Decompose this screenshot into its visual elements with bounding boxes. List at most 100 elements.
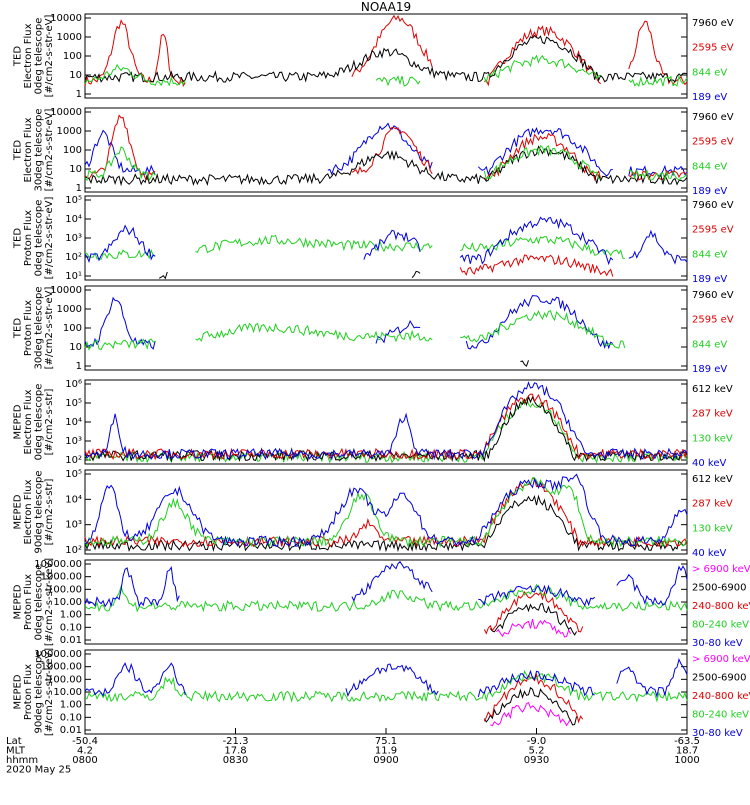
ylabel-line: MEPED bbox=[12, 674, 23, 709]
legend-entry: 7960 eV bbox=[692, 200, 734, 211]
legend-entry: > 6900 keV bbox=[692, 564, 750, 575]
ytick-label: 100 bbox=[63, 323, 82, 334]
ytick-label: 10000.00 bbox=[34, 649, 82, 660]
series-group bbox=[84, 560, 688, 638]
series-group bbox=[84, 658, 688, 727]
panel-3: 10¹ 10² 10³ 10⁴ 10⁵ TED Proton Flux 0deg telesc… bbox=[12, 195, 734, 285]
ylabel-line: 0deg telescope bbox=[33, 200, 44, 277]
legend-entry: 612 keV bbox=[692, 384, 733, 395]
xaxis-row-label: 2020 May 25 bbox=[6, 765, 71, 776]
xtick-lat: -21.3 bbox=[223, 736, 249, 747]
ylabel: TED Proton Flux 0deg telescope [#/cm2-s-str… bbox=[12, 197, 55, 280]
ytick-label: 1.00 bbox=[60, 700, 82, 711]
ylabel-line: TED bbox=[12, 318, 23, 339]
legend-entry: 2595 eV bbox=[692, 43, 734, 54]
ytick-label: 10³ bbox=[65, 233, 82, 244]
series-trace-blue bbox=[84, 560, 688, 608]
legend-entry: 2595 eV bbox=[692, 137, 734, 148]
ylabel-line: 90deg telescope bbox=[33, 650, 44, 733]
ylabel-line: [#/cm2-s-str] bbox=[44, 478, 55, 545]
legend-entry: 844 eV bbox=[692, 161, 727, 172]
ylabel-line: Electron Flux bbox=[23, 117, 34, 182]
ylabel: TED Electron Flux 30deg telescope [#/cm2-s-… bbox=[12, 108, 55, 191]
legend-entry: 2500-6900 bbox=[692, 583, 747, 594]
series-trace-green bbox=[84, 669, 688, 703]
xtick-mlt: 11.9 bbox=[375, 746, 397, 757]
panel-frame bbox=[84, 649, 688, 735]
ylabel-line: 0deg telescope bbox=[33, 564, 44, 641]
chart-title: NOAA19 bbox=[361, 0, 411, 14]
series-group bbox=[84, 216, 688, 280]
series-group bbox=[84, 114, 688, 187]
legend-entry: 7960 eV bbox=[692, 112, 734, 123]
series-trace-black bbox=[520, 360, 529, 367]
ytick-label: 10⁶ bbox=[65, 379, 82, 390]
series-group bbox=[84, 295, 626, 367]
ytick-label: 1000 bbox=[57, 304, 82, 315]
ytick-label: 0.01 bbox=[60, 725, 82, 736]
ylabel: MEPED Electron Flux 90deg telescope [#/cm2-… bbox=[12, 470, 55, 553]
panel-7: 0.010.101.0010.00100.001000.0010000.00ME… bbox=[12, 558, 750, 649]
ytick-label: 10² bbox=[65, 545, 82, 556]
ylabel-line: MEPED bbox=[12, 584, 23, 619]
ylabel-line: [#/cm2-s-str-keV] bbox=[44, 648, 55, 736]
legend-entry: 189 eV bbox=[692, 92, 727, 103]
series-trace-magenta bbox=[496, 618, 572, 638]
ylabel-line: [#/cm2-s-str] bbox=[44, 388, 55, 455]
ylabel-line: [#/cm2-s-str-eV] bbox=[44, 15, 55, 98]
series-trace-black bbox=[84, 145, 688, 187]
ytick-label: 1000.00 bbox=[41, 572, 82, 583]
xtick-mlt: 5.2 bbox=[529, 746, 545, 757]
ytick-label: 10⁴ bbox=[65, 417, 82, 428]
series-trace-green bbox=[84, 144, 688, 182]
legend-entry: 612 keV bbox=[692, 474, 733, 485]
panel-8: 0.010.101.0010.00100.001000.0010000.00ME… bbox=[12, 648, 750, 739]
series-trace-black bbox=[489, 602, 578, 636]
ylabel-line: Electron Flux bbox=[23, 389, 34, 454]
ylabel-line: 30deg telescope bbox=[33, 108, 44, 191]
legend-entry: 287 keV bbox=[692, 409, 733, 420]
ytick-label: 10000 bbox=[50, 285, 82, 296]
ytick-label: 10² bbox=[65, 252, 82, 263]
xtick-lat: 75.1 bbox=[375, 736, 397, 747]
ytick-label: 10000 bbox=[50, 13, 82, 24]
series-trace-blue bbox=[84, 473, 688, 547]
legend-entry: 287 keV bbox=[692, 499, 733, 510]
series-trace-red bbox=[84, 114, 688, 182]
legend-entry: 40 keV bbox=[692, 458, 726, 469]
ytick-label: 100 bbox=[63, 51, 82, 62]
ytick-label: 0.10 bbox=[60, 622, 82, 633]
ylabel-line: [#/cm2-s-str-eV] bbox=[44, 287, 55, 370]
ylabel-line: 90deg telescope bbox=[33, 470, 44, 553]
ylabel-line: Electron Flux bbox=[23, 23, 34, 88]
xtick-hhmm: 0800 bbox=[72, 755, 97, 766]
ytick-label: 0.10 bbox=[60, 712, 82, 723]
legend-entry: 40 keV bbox=[692, 548, 726, 559]
series-trace-blue bbox=[84, 216, 688, 266]
ytick-label: 10⁵ bbox=[65, 195, 82, 206]
series-group bbox=[84, 14, 688, 88]
ylabel: MEPED Electron Flux 0deg telescope [#/cm2-s… bbox=[12, 384, 55, 461]
ylabel: MEPED Proton Flux 90deg telescope [#/cm2-s-… bbox=[12, 648, 55, 736]
series-trace-magenta bbox=[490, 701, 572, 727]
series-trace-red bbox=[84, 14, 688, 87]
series-group bbox=[84, 381, 688, 464]
ytick-label: 100.00 bbox=[47, 584, 82, 595]
panel-5: 10² 10³ 10⁴ 10⁵ 10⁶ MEPED Electron Flux 0deg te… bbox=[12, 379, 733, 469]
panel-frame bbox=[84, 285, 688, 371]
ytick-label: 10⁴ bbox=[65, 214, 82, 225]
legend-entry: 30-80 keV bbox=[692, 638, 743, 649]
legend-entry: 240-800 keV bbox=[692, 691, 750, 702]
series-trace-green bbox=[84, 396, 688, 464]
series-trace-black bbox=[483, 686, 578, 726]
series-trace-blue bbox=[84, 295, 614, 350]
ytick-label: 10.00 bbox=[53, 687, 82, 698]
xtick-hhmm: 1000 bbox=[674, 755, 699, 766]
legend-entry: 7960 eV bbox=[692, 290, 734, 301]
ylabel: TED Proton Flux 30deg telescope [#/cm2-s-st… bbox=[12, 286, 55, 369]
series-trace-red bbox=[459, 254, 614, 277]
ylabel-line: TED bbox=[12, 46, 23, 67]
legend-entry: 7960 eV bbox=[692, 18, 734, 29]
ytick-label: 0.01 bbox=[60, 635, 82, 646]
series-trace-red bbox=[483, 590, 584, 635]
